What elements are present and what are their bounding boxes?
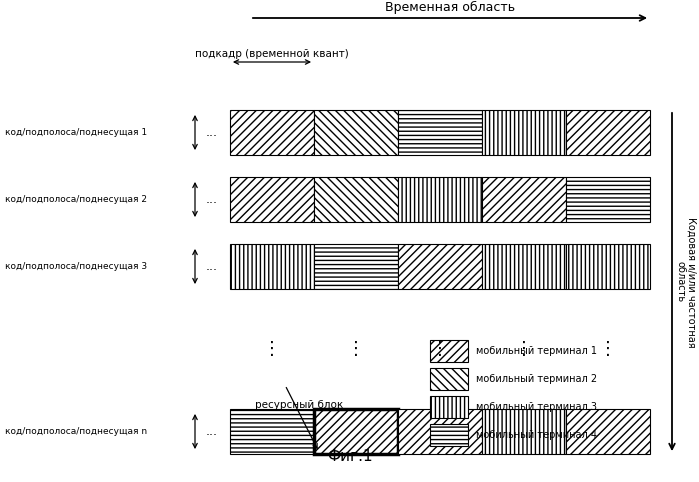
Bar (430, 396, 468, 418)
Bar (230, 409, 314, 454)
Bar (482, 244, 566, 289)
Text: ресурсный блок: ресурсный блок (255, 400, 343, 410)
Bar (566, 110, 650, 155)
Text: Фиг.1: Фиг.1 (327, 449, 373, 464)
Bar (314, 177, 398, 222)
Text: Временная область: Временная область (385, 1, 515, 14)
Bar (230, 244, 314, 289)
Bar (566, 409, 650, 454)
Text: подкадр (временной квант): подкадр (временной квант) (195, 49, 349, 59)
Text: Кодовая и/или частотная
область: Кодовая и/или частотная область (675, 217, 697, 348)
Bar (430, 424, 468, 446)
Bar (398, 244, 482, 289)
Bar (398, 110, 482, 155)
Text: мобильный терминал 2: мобильный терминал 2 (476, 374, 597, 384)
Text: мобильный терминал 4: мобильный терминал 4 (476, 430, 597, 440)
Bar (230, 110, 314, 155)
Bar (230, 177, 314, 222)
Bar (314, 244, 398, 289)
Text: код/подполоса/поднесущая 1: код/подполоса/поднесущая 1 (5, 128, 147, 137)
Bar (398, 409, 482, 454)
Text: ⋮: ⋮ (515, 340, 533, 358)
Text: ⋮: ⋮ (599, 340, 617, 358)
Text: мобильный терминал 1: мобильный терминал 1 (476, 346, 597, 356)
Bar (566, 177, 650, 222)
Bar (430, 368, 468, 390)
Text: ...: ... (206, 425, 218, 438)
Text: код/подполоса/поднесущая n: код/подполоса/поднесущая n (5, 427, 147, 436)
Bar (430, 340, 468, 362)
Text: код/подполоса/поднесущая 2: код/подполоса/поднесущая 2 (5, 195, 147, 204)
Text: ...: ... (206, 260, 218, 273)
Bar (398, 177, 482, 222)
Text: код/подполоса/поднесущая 3: код/подполоса/поднесущая 3 (5, 262, 147, 271)
Text: ⋮: ⋮ (347, 340, 365, 358)
Bar (314, 110, 398, 155)
Bar (482, 409, 566, 454)
Bar (566, 244, 650, 289)
Bar (482, 177, 566, 222)
Text: ⋮: ⋮ (263, 340, 281, 358)
Bar (482, 110, 566, 155)
Text: ⋮: ⋮ (431, 340, 449, 358)
Text: мобильный терминал 3: мобильный терминал 3 (476, 402, 597, 412)
Text: ...: ... (206, 193, 218, 206)
Bar (314, 409, 398, 454)
Text: ...: ... (206, 126, 218, 139)
